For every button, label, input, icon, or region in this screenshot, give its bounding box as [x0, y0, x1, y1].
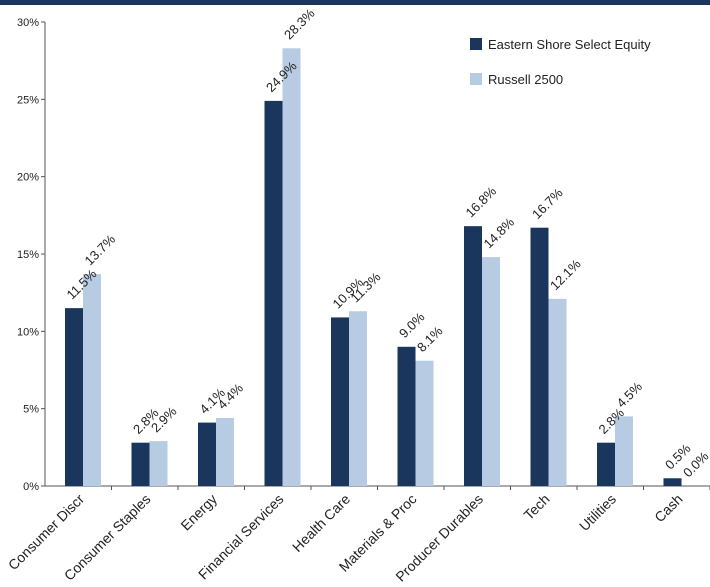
bar [331, 317, 349, 486]
data-label: 28.3% [281, 5, 318, 42]
y-tick-label: 0% [23, 481, 39, 493]
category-label: Energy [177, 491, 220, 534]
data-labels: 11.5%13.7%2.8%2.9%4.1%4.4%24.9%28.3%10.9… [64, 5, 710, 480]
category-label: Health Care [289, 491, 353, 555]
bar [349, 311, 367, 486]
bar [149, 441, 168, 486]
y-tick-label: 5% [23, 404, 39, 416]
bar [131, 442, 150, 486]
y-tick-label: 15% [17, 249, 39, 261]
bar [615, 416, 633, 486]
category-label: Cash [651, 491, 685, 525]
bar [464, 226, 482, 486]
category-label: Utilities [576, 491, 619, 534]
legend-swatch [470, 73, 482, 85]
bar [198, 422, 216, 486]
category-label: Tech [520, 491, 552, 523]
header-bar [0, 0, 710, 5]
data-label: 16.8% [463, 183, 500, 220]
bar [482, 257, 500, 486]
bar [548, 298, 567, 486]
legend-swatch [470, 38, 482, 50]
bar [397, 346, 416, 486]
legend-label: Eastern Shore Select Equity [488, 37, 651, 52]
bar [83, 274, 101, 486]
legend-label: Russell 2500 [488, 72, 563, 87]
y-tick-label: 20% [17, 172, 39, 184]
data-label: 12.1% [547, 256, 584, 293]
bar [530, 227, 549, 486]
bar [65, 308, 83, 486]
data-label: 13.7% [82, 231, 119, 268]
y-tick-label: 10% [17, 326, 39, 338]
bar [282, 48, 301, 486]
bars [65, 48, 682, 486]
bar [216, 417, 234, 486]
bar [597, 442, 615, 486]
data-label: 4.5% [614, 379, 646, 411]
bar [415, 360, 434, 486]
bar [264, 100, 283, 486]
data-label: 14.8% [481, 214, 518, 251]
bar [663, 478, 682, 486]
legend: Eastern Shore Select Equity Russell 2500 [470, 37, 651, 87]
y-tick-label: 25% [17, 94, 39, 106]
data-label: 4.4% [215, 380, 247, 412]
data-label: 16.7% [529, 185, 566, 222]
y-tick-label: 30% [17, 17, 39, 29]
